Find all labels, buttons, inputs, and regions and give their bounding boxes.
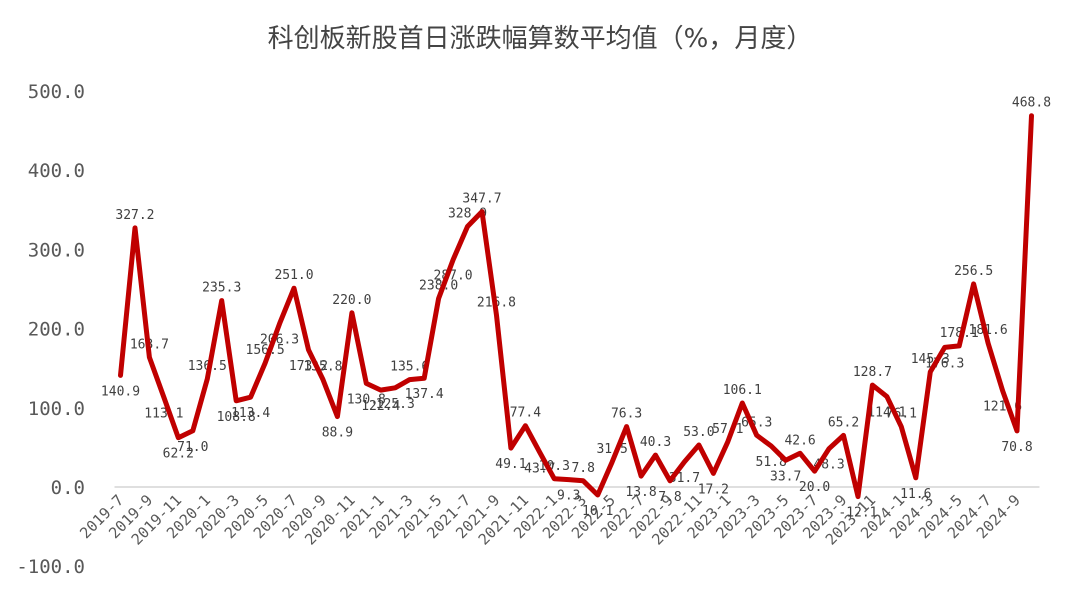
- data-label: 238.0: [419, 279, 458, 294]
- data-label: 71.0: [177, 440, 208, 455]
- data-label: 11.6: [900, 487, 931, 502]
- y-tick-label: 0.0: [51, 477, 85, 499]
- data-labels: 140.9327.2163.7113.162.271.0136.5235.310…: [101, 96, 1051, 521]
- data-label: 113.1: [144, 406, 183, 421]
- data-label: 113.4: [231, 406, 270, 421]
- data-label: 49.1: [495, 457, 526, 472]
- data-label: 347.7: [462, 192, 501, 207]
- data-label: 77.4: [510, 406, 541, 421]
- data-label: 76.3: [611, 407, 642, 422]
- data-label: 57.1: [712, 422, 743, 437]
- data-label: 7.8: [571, 461, 594, 476]
- y-tick-label: 300.0: [28, 239, 85, 261]
- data-label: 128.7: [853, 365, 892, 380]
- data-label: 251.0: [274, 268, 313, 283]
- data-label: 135.6: [390, 360, 429, 375]
- data-label: 65.2: [828, 415, 859, 430]
- data-label: 140.9: [101, 384, 140, 399]
- data-label: 10.1: [582, 504, 613, 519]
- data-label: 106.1: [723, 383, 762, 398]
- data-label: 20.0: [799, 480, 830, 495]
- data-label: 13.8: [625, 485, 656, 500]
- data-label: 40.3: [640, 435, 671, 450]
- data-label: 17.2: [698, 482, 729, 497]
- data-label: 125.3: [376, 397, 415, 412]
- y-tick-label: 100.0: [28, 398, 85, 420]
- y-axis: 500.0 400.0 300.0 200.0 100.0 0.0 -100.0: [16, 81, 85, 578]
- data-label: 181.6: [969, 323, 1008, 338]
- x-axis: 2019-72019-92019-112020-12020-32020-5202…: [76, 491, 1024, 548]
- data-label: 220.0: [332, 293, 371, 308]
- data-label: 178.1: [940, 326, 979, 341]
- data-label: 42.6: [784, 433, 815, 448]
- data-label: 65.3: [741, 415, 772, 430]
- data-label: 53.0: [683, 425, 714, 440]
- data-label: 235.3: [202, 281, 241, 296]
- data-label: 206.3: [260, 333, 299, 348]
- data-label: 468.8: [1012, 96, 1051, 111]
- data-label: 70.8: [1001, 440, 1032, 455]
- data-label: 156.5: [246, 343, 285, 358]
- data-label: 122.4: [361, 399, 400, 414]
- data-label: 7.8: [658, 490, 681, 505]
- y-tick-label: 400.0: [28, 160, 85, 182]
- y-tick-label: -100.0: [16, 556, 85, 578]
- data-label: 33.7: [770, 469, 801, 484]
- data-label: 256.5: [954, 264, 993, 279]
- y-tick-label: 200.0: [28, 319, 85, 341]
- data-label: 130.8: [347, 392, 386, 407]
- data-label: 137.4: [405, 387, 444, 402]
- chart-title: 科创板新股首日涨跌幅算数平均值（%，月度）: [268, 24, 813, 54]
- data-label: 62.2: [163, 447, 194, 462]
- data-label: 327.2: [115, 208, 154, 223]
- series-line: [118, 113, 1034, 500]
- data-label: -12.1: [838, 506, 877, 521]
- data-label: 135.8: [303, 359, 342, 374]
- data-label: 108.8: [217, 410, 256, 425]
- data-label: 9.3: [557, 489, 580, 504]
- data-label: 287.0: [434, 269, 473, 284]
- data-label: 88.9: [322, 426, 353, 441]
- data-label: 31.5: [596, 442, 627, 457]
- data-label: 51.8: [756, 455, 787, 470]
- y-tick-label: 500.0: [28, 81, 85, 103]
